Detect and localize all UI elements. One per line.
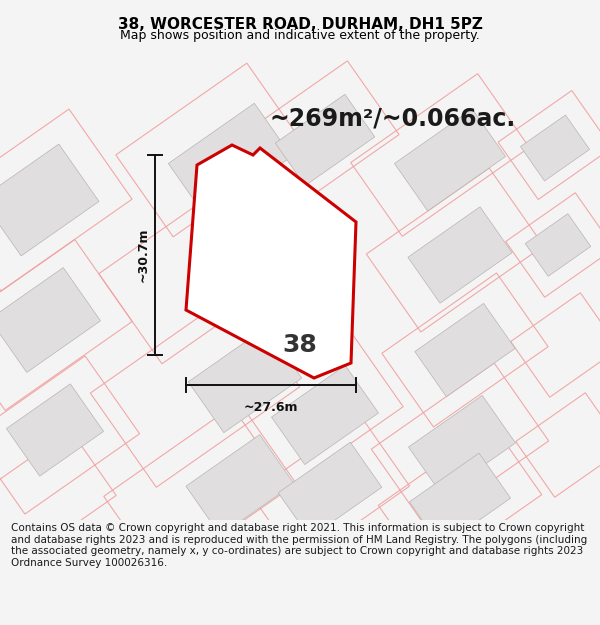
Polygon shape [186, 145, 356, 378]
Text: Contains OS data © Crown copyright and database right 2021. This information is : Contains OS data © Crown copyright and d… [11, 523, 587, 568]
Polygon shape [188, 328, 302, 432]
Polygon shape [0, 144, 99, 256]
Polygon shape [186, 434, 294, 536]
Polygon shape [525, 214, 591, 276]
Polygon shape [272, 366, 379, 464]
Polygon shape [409, 453, 511, 547]
Polygon shape [7, 384, 104, 476]
Polygon shape [394, 109, 506, 211]
Text: ~27.6m: ~27.6m [244, 401, 298, 414]
Polygon shape [0, 268, 101, 372]
Polygon shape [275, 94, 375, 186]
Text: 38: 38 [283, 333, 317, 357]
Polygon shape [278, 442, 382, 538]
Text: Map shows position and indicative extent of the property.: Map shows position and indicative extent… [120, 29, 480, 42]
Polygon shape [520, 115, 590, 181]
Text: ~30.7m: ~30.7m [137, 228, 150, 282]
Polygon shape [169, 103, 292, 217]
Polygon shape [196, 199, 304, 301]
Text: 38, WORCESTER ROAD, DURHAM, DH1 5PZ: 38, WORCESTER ROAD, DURHAM, DH1 5PZ [118, 17, 482, 32]
Polygon shape [409, 396, 515, 494]
Polygon shape [408, 207, 512, 303]
Polygon shape [415, 303, 515, 397]
Text: ~269m²/~0.066ac.: ~269m²/~0.066ac. [270, 106, 516, 130]
